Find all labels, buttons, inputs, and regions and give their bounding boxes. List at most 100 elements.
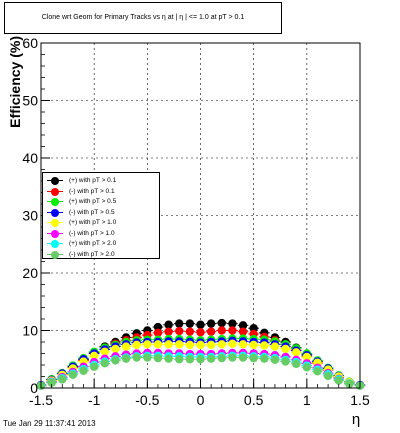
legend-entry: (-) with pT > 0.5 [43,208,159,218]
y-tick-label: 50 [22,93,38,109]
legend: (+) with pT > 0.1 (-) with pT > 0.1 (+) wi… [42,172,160,259]
data-point [47,378,56,388]
data-point [175,319,184,328]
data-point [334,376,343,385]
legend-label: (+) with pT > 0.1 [69,177,117,184]
x-tick-label: -0.5 [135,392,159,408]
data-point [238,353,248,362]
data-point [270,355,280,365]
data-point [132,353,141,362]
data-point [185,327,195,336]
data-point [260,354,269,363]
data-point [206,340,216,350]
legend-marker [51,229,59,238]
data-point [185,319,195,328]
data-point [153,322,163,332]
data-point [185,355,195,364]
x-tick-label: 0 [197,392,205,408]
legend-label: (+) with pT > 2.0 [69,240,117,247]
y-axis-label: Efficiency (%) [7,36,23,128]
data-point [260,341,269,350]
y-tick-label: 30 [22,208,38,224]
legend-label: (-) with pT > 0.5 [69,208,115,216]
data-point [249,340,258,350]
series-layer [35,318,366,390]
legend-label: (-) with pT > 0.1 [69,187,115,195]
data-point [111,344,120,354]
data-point [249,353,258,363]
x-tick-label: 1.5 [350,392,370,408]
data-point [217,318,226,328]
data-point [238,327,248,336]
data-point [185,340,195,350]
data-point [206,327,216,336]
x-axis-label: η [352,411,360,428]
data-point [164,320,173,329]
data-point [121,342,131,351]
data-point [302,352,312,362]
legend-entry: (-) with pT > 0.1 [43,187,159,197]
chart-title: Clone wrt Geom for Primary Tracks vs η a… [41,14,245,21]
data-point [121,354,131,363]
tick-labels: -1.5 -1 -0.5 0 0.5 1 1.5 0 10 20 30 40 50 60 [22,35,370,408]
grid-lines [41,43,360,388]
data-point [68,370,78,379]
legend-marker [51,187,59,196]
data-point [313,367,322,376]
data-point [79,366,88,375]
data-point [175,355,184,364]
data-point [175,326,184,336]
data-point [238,340,248,349]
data-point [238,321,248,330]
data-point [132,340,141,350]
legend-marker [51,219,59,227]
legend-marker [51,208,59,217]
data-point [143,353,152,362]
data-point [175,340,184,349]
title-box: Clone wrt Geom for Primary Tracks vs η a… [4,2,282,34]
data-point [196,340,205,350]
x-tick-label: 0.5 [244,392,264,408]
data-point [164,354,173,363]
legend-label: (+) with pT > 1.0 [69,219,117,226]
data-point [270,342,280,351]
y-tick-label: 0 [30,380,38,396]
data-point [302,363,312,372]
legend-entry: (-) with pT > 2.0 [43,250,159,260]
data-point [281,357,290,366]
x-tick-label: 1 [303,392,311,408]
series [35,353,366,390]
data-point [58,375,67,384]
legend-label: (+) with pT > 0.5 [69,198,117,205]
data-point [228,326,237,335]
data-point [228,353,237,362]
data-point [196,320,205,329]
data-point [89,362,99,371]
y-tick-label: 10 [22,323,38,339]
data-point [206,354,216,363]
data-point [164,340,173,349]
data-point [292,359,301,369]
data-point [100,347,110,356]
x-tick-label: -1 [88,392,101,408]
legend-marker [51,250,59,259]
legend-entry: (+) with pT > 2.0 [43,239,159,249]
data-point [153,353,163,363]
y-tick-label: 60 [22,35,38,51]
legend-entry: (+) with pT > 0.5 [43,197,159,207]
legend-entry: (-) with pT > 1.0 [43,229,159,239]
timestamp: Tue Jan 29 11:37:41 2013 [3,419,96,428]
data-point [196,328,205,337]
legend-label: (-) with pT > 2.0 [69,250,115,258]
data-point [143,340,152,349]
legend-marker [51,198,59,206]
y-tick-label: 20 [22,265,38,281]
data-point [249,324,258,333]
legend-entry: (+) with pT > 0.1 [43,176,159,186]
data-point [100,359,110,368]
data-point [323,371,333,381]
data-point [164,327,173,336]
data-point [345,379,354,389]
data-point [217,326,226,335]
